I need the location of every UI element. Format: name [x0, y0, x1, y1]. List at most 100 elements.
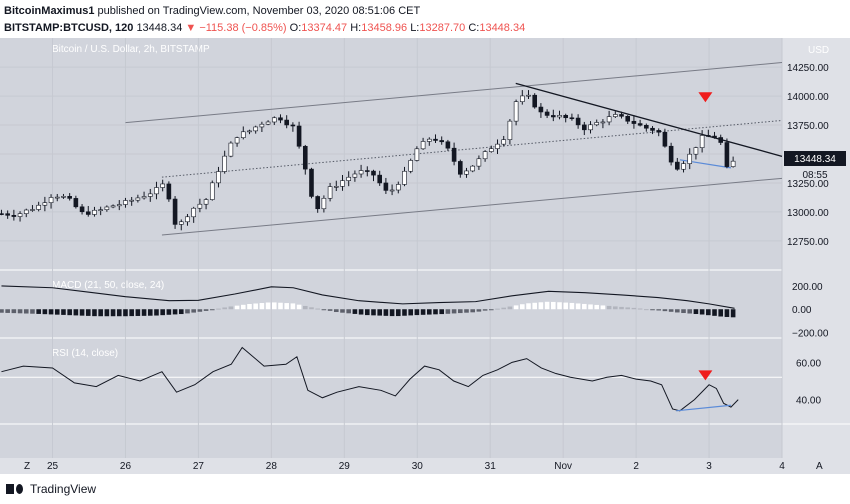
macd-hist-bar-90 — [557, 302, 562, 310]
candle-body-50 — [309, 168, 314, 197]
candle-body-84 — [520, 95, 525, 102]
last-price: 13448.34 — [136, 22, 183, 34]
candle-body-55 — [340, 180, 345, 187]
macd-hist-bar-104 — [644, 309, 649, 311]
brand[interactable]: TradingView — [6, 482, 96, 496]
price-tick-13000: 13000.00 — [787, 208, 829, 219]
candle-body-87 — [538, 106, 544, 113]
macd-hist-bar-1 — [5, 309, 10, 313]
candle-body-66 — [408, 160, 413, 172]
candle-body-97 — [600, 121, 606, 124]
candle-body-100 — [619, 114, 624, 117]
brand-name: TradingView — [30, 482, 97, 496]
candle-body-28 — [172, 198, 178, 225]
macd-hist-bar-37 — [228, 306, 234, 310]
candle-body-72 — [445, 141, 451, 149]
macd-hist-bar-19 — [116, 309, 122, 317]
candle-body-118 — [730, 160, 736, 167]
plot-background — [0, 38, 782, 474]
macd-hist-bar-76 — [470, 309, 476, 313]
macd-hist-bar-107 — [662, 309, 668, 312]
candle-body-43 — [265, 121, 271, 125]
macd-hist-bar-12 — [73, 309, 79, 316]
macd-hist-bar-73 — [451, 309, 457, 314]
macd-hist-bar-6 — [36, 309, 41, 314]
rsi-tick-60: 60.00 — [796, 358, 821, 369]
macd-hist-bar-113 — [699, 309, 705, 315]
macd-hist-bar-79 — [489, 309, 494, 311]
macd-hist-bar-54 — [333, 309, 339, 313]
rsi-tick-40: 40.00 — [796, 396, 821, 407]
chart-area[interactable]: Bitcoin / U.S. Dollar, 2h, BITSTAMP USD … — [0, 38, 850, 474]
macd-tick-0: 0.00 — [792, 305, 812, 316]
macd-hist-bar-17 — [104, 309, 110, 317]
macd-hist-bar-115 — [712, 309, 717, 316]
candle-body-107 — [662, 131, 668, 147]
candle-body-30 — [185, 216, 190, 223]
macd-hist-bar-14 — [85, 309, 91, 316]
candle-body-98 — [606, 116, 612, 123]
macd-hist-bar-67 — [414, 309, 420, 316]
candle-body-41 — [253, 126, 258, 132]
candle-body-12 — [73, 198, 79, 208]
candle-body-62 — [383, 182, 389, 191]
macd-hist-bar-11 — [67, 309, 72, 316]
last-price-badge — [784, 151, 846, 166]
macd-hist-bar-77 — [476, 309, 482, 312]
macd-hist-bar-64 — [395, 309, 401, 317]
candle-body-63 — [389, 189, 395, 192]
chart-canvas[interactable]: Bitcoin / U.S. Dollar, 2h, BITSTAMP USD … — [0, 38, 850, 474]
macd-hist-bar-97 — [600, 305, 606, 310]
candle-body-85 — [526, 94, 531, 97]
candle-body-83 — [513, 101, 519, 122]
macd-hist-bar-94 — [582, 303, 587, 310]
macd-hist-bar-58 — [358, 309, 364, 315]
macd-hist-bar-36 — [222, 307, 227, 310]
macd-hist-bar-114 — [706, 309, 711, 316]
countdown-text: 08:55 — [802, 170, 827, 181]
macd-hist-bar-88 — [544, 301, 550, 310]
price-tick-13750: 13750.00 — [787, 121, 829, 132]
corner-z[interactable]: Z — [24, 461, 30, 472]
macd-hist-bar-92 — [569, 302, 575, 310]
macd-hist-bar-87 — [538, 302, 544, 310]
candle-body-108 — [668, 145, 674, 163]
time-axis[interactable] — [0, 458, 850, 474]
macd-hist-bar-9 — [54, 309, 60, 315]
candle-body-68 — [420, 141, 426, 150]
corner-a[interactable]: A — [816, 461, 823, 472]
macd-hist-bar-35 — [216, 308, 221, 310]
price-tick-14000: 14000.00 — [787, 92, 829, 103]
candle-body-77 — [476, 158, 482, 167]
candle-body-48 — [296, 125, 302, 147]
candle-body-116 — [718, 137, 724, 143]
candle-body-91 — [563, 115, 569, 119]
rsi-label: RSI (14, close) — [52, 348, 118, 359]
macd-hist-bar-42 — [259, 303, 265, 310]
macd-hist-bar-95 — [588, 304, 593, 310]
time-tick-2: 27 — [193, 461, 205, 472]
macd-hist-bar-100 — [619, 306, 624, 310]
macd-hist-bar-40 — [247, 304, 252, 310]
low-value: 13287.70 — [419, 22, 466, 34]
author-name[interactable]: BitcoinMaximus1 — [4, 5, 95, 17]
candle-body-25 — [154, 187, 159, 195]
candles-layer — [0, 90, 736, 231]
macd-hist-bar-10 — [61, 309, 66, 315]
candle-body-29 — [178, 221, 184, 225]
price-axis[interactable] — [782, 38, 850, 458]
candle-body-45 — [278, 117, 283, 121]
chart-title: Bitcoin / U.S. Dollar, 2h, BITSTAMP — [52, 44, 210, 55]
tradingview-logo-icon — [6, 482, 24, 496]
candle-body-80 — [495, 143, 500, 149]
candle-body-112 — [693, 147, 699, 155]
candle-body-42 — [259, 123, 265, 128]
macd-line — [1, 285, 735, 309]
candle-body-7 — [42, 202, 48, 206]
candle-body-35 — [216, 171, 221, 184]
macd-hist-bar-99 — [613, 306, 618, 310]
high-value: 13458.96 — [361, 22, 408, 34]
macd-hist-bar-13 — [79, 309, 85, 316]
macd-hist-bar-46 — [284, 303, 289, 310]
candle-body-111 — [687, 153, 693, 164]
